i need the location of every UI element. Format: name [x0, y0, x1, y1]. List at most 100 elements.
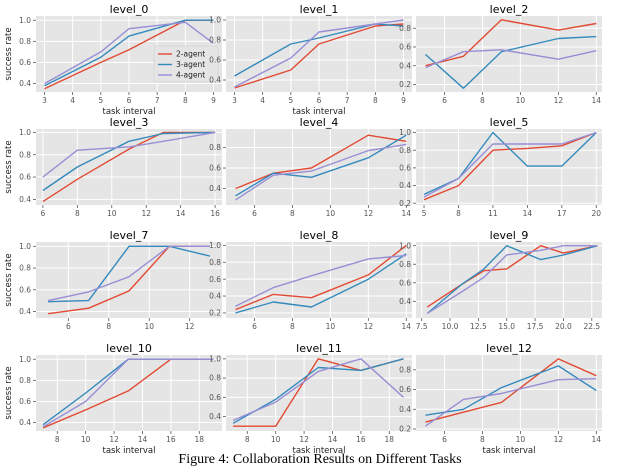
- y-tick-label: 0.8: [209, 143, 221, 152]
- x-tick-label: 12: [554, 435, 564, 444]
- x-tick-label: 14: [328, 435, 338, 444]
- subplot-level-9: 7.5 10.0 12.5 15.0 17.5 20.0 22.5 0.4 0.6 0.8 1.0 l…: [399, 229, 602, 331]
- subplot-level-4: 6 8 10 12 14 0.4 0.6 0.8 level_4: [209, 116, 412, 218]
- y-tick-label: 0.8: [399, 260, 411, 269]
- y-tick-label: 0.8: [19, 376, 31, 385]
- subplot-title: level_11: [296, 342, 342, 355]
- y-tick-label: 0.4: [19, 79, 31, 88]
- x-tick-label: 16: [210, 209, 220, 218]
- x-tick-label: 18: [385, 435, 395, 444]
- x-tick-label: 3: [42, 96, 47, 105]
- y-tick-label: 0.8: [209, 258, 221, 267]
- series-line-3-agent: [235, 134, 407, 197]
- subplot-level-2: 6 8 10 12 14 0.2 0.4 0.6 0.8 level_2: [399, 3, 602, 105]
- x-tick-label: 11: [488, 209, 498, 218]
- y-tick-label: 1.0: [19, 16, 31, 25]
- y-tick-label: 0.2: [209, 309, 221, 318]
- y-tick-label: 0.4: [19, 418, 31, 427]
- y-tick-label: 0.6: [19, 397, 31, 406]
- x-tick-label: 10: [81, 435, 91, 444]
- x-tick-label: 10: [516, 96, 526, 105]
- x-tick-label: 8: [456, 209, 461, 218]
- series-line-4-agent: [234, 19, 404, 88]
- series-line-4-agent: [425, 49, 597, 69]
- y-tick-label: 0.8: [19, 264, 31, 273]
- x-tick-label: 6: [317, 96, 322, 105]
- y-tick-label: 0.6: [19, 285, 31, 294]
- x-tick-label: 8: [480, 96, 485, 105]
- plot-area: [416, 242, 602, 318]
- x-tick-label: 7.5: [416, 322, 428, 331]
- x-tick-label: 10: [326, 322, 336, 331]
- series-line-4-agent: [423, 131, 597, 198]
- y-tick-label: 0.4: [399, 297, 411, 306]
- y-tick-label: 0.2: [399, 199, 411, 208]
- y-tick-label: 0.8: [19, 150, 31, 159]
- y-tick-label: 0.6: [399, 163, 411, 172]
- x-tick-label: 7: [155, 96, 160, 105]
- y-axis-label: success rate: [4, 140, 14, 193]
- x-tick-label: 6: [252, 322, 257, 331]
- series-line-2-agent: [42, 131, 216, 203]
- y-tick-label: 0.4: [209, 184, 221, 193]
- x-axis-label: task interval: [102, 107, 155, 117]
- series-line-3-agent: [234, 23, 404, 77]
- series-line-4-agent: [235, 143, 407, 201]
- x-tick-label: 10.0: [442, 322, 459, 331]
- y-tick-label: 0.4: [19, 195, 31, 204]
- series-line-3-agent: [235, 253, 407, 314]
- y-axis-label: success rate: [4, 27, 14, 80]
- x-tick-label: 18: [195, 435, 205, 444]
- x-tick-label: 10: [326, 209, 336, 218]
- x-tick-label: 12: [364, 322, 374, 331]
- subplot-title: level_12: [486, 342, 532, 355]
- y-tick-label: 0.4: [209, 292, 221, 301]
- legend-box: [153, 45, 219, 83]
- x-tick-label: 12: [185, 322, 195, 331]
- x-tick-label: 5: [98, 96, 103, 105]
- x-tick-label: 14: [592, 96, 602, 105]
- x-tick-label: 8: [75, 209, 80, 218]
- x-tick-label: 6: [66, 322, 71, 331]
- series-line-2-agent: [425, 358, 597, 423]
- plot-area: [416, 355, 602, 431]
- subplot-title: level_10: [106, 342, 152, 355]
- x-tick-label: 20.0: [555, 322, 572, 331]
- x-tick-label: 6: [127, 96, 132, 105]
- x-tick-label: 10: [516, 435, 526, 444]
- subplot-title: level_1: [300, 3, 339, 16]
- x-tick-label: 20: [591, 209, 601, 218]
- y-tick-label: 0.6: [399, 385, 411, 394]
- y-tick-label: 0.4: [399, 405, 411, 414]
- y-axis-label: success rate: [4, 253, 14, 306]
- y-tick-label: 0.6: [399, 43, 411, 52]
- y-tick-label: 0.6: [399, 278, 411, 287]
- x-tick-label: 6: [252, 209, 257, 218]
- x-tick-label: 14: [402, 209, 412, 218]
- x-tick-label: 17.5: [527, 322, 544, 331]
- x-tick-label: 14: [523, 209, 533, 218]
- y-tick-label: 1.0: [209, 354, 221, 363]
- y-tick-label: 0.8: [399, 24, 411, 33]
- series-line-3-agent: [232, 358, 404, 424]
- x-tick-label: 12: [109, 435, 119, 444]
- series-line-4-agent: [425, 378, 597, 427]
- x-tick-label: 14: [402, 322, 412, 331]
- x-tick-label: 8: [183, 96, 188, 105]
- y-tick-label: 1.0: [19, 242, 31, 251]
- x-tick-label: 8: [245, 435, 250, 444]
- x-axis-label: task interval: [292, 107, 345, 117]
- x-tick-label: 8: [290, 209, 295, 218]
- legend-entry: 3-agent: [176, 60, 205, 69]
- x-axis-label: task interval: [292, 446, 345, 456]
- y-tick-label: 0.4: [399, 61, 411, 70]
- subplot-title: level_5: [490, 116, 529, 129]
- y-tick-label: 0.4: [209, 412, 221, 421]
- y-tick-label: 0.2: [399, 425, 411, 434]
